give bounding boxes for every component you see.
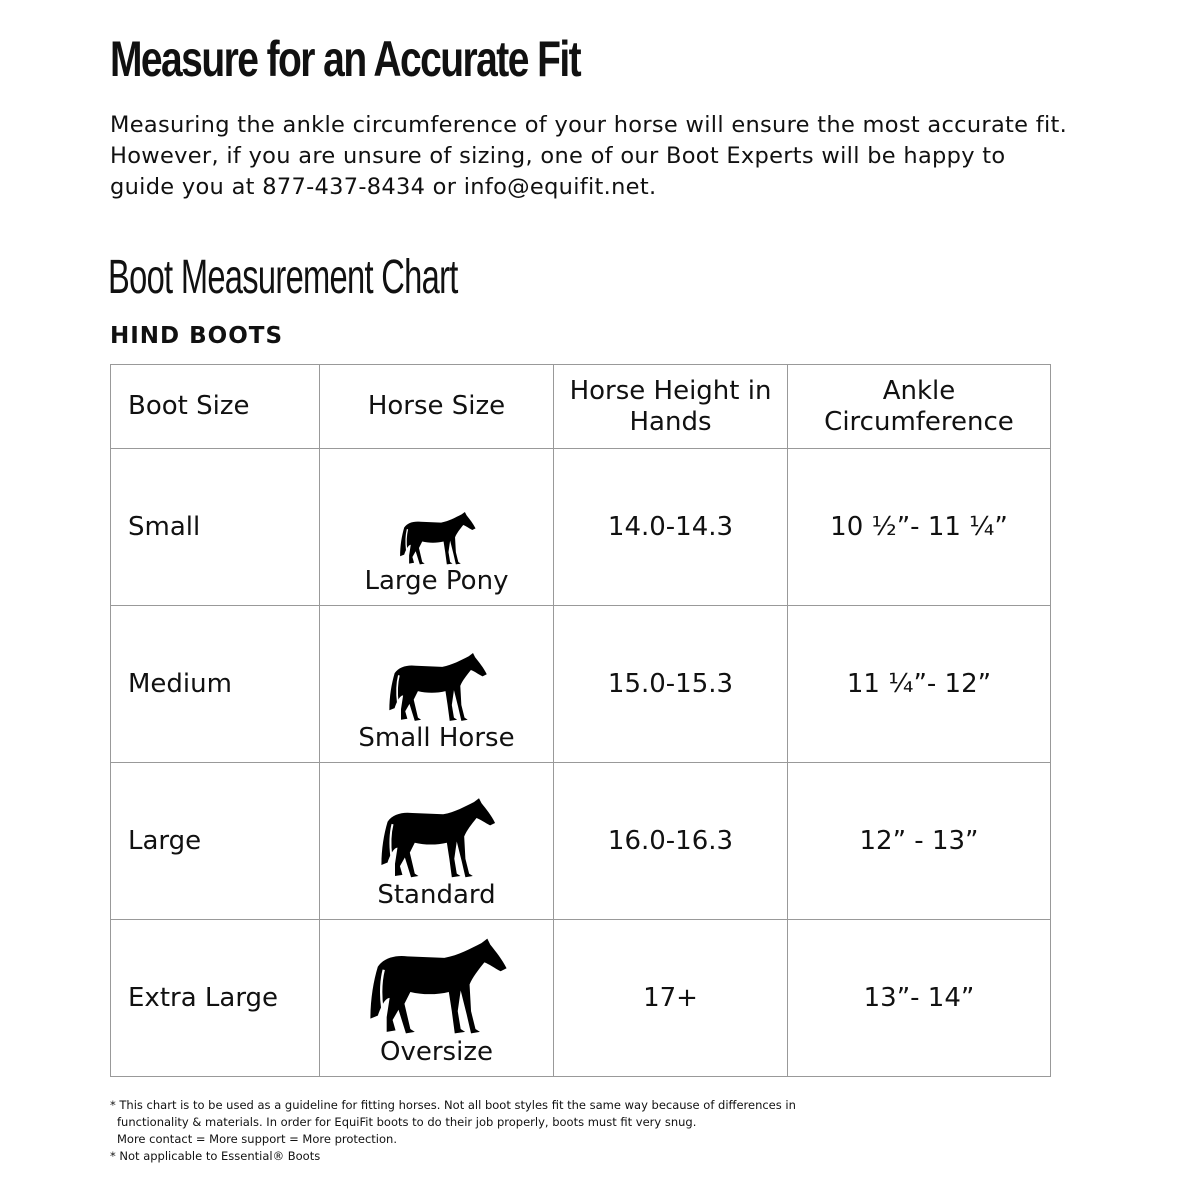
table-row: Small Large Pony 14.0-14.3 10 ½”- 11 ¼” — [110, 448, 1051, 606]
horse-height: 16.0-16.3 — [553, 762, 788, 920]
footnote: * This chart is to be used as a guidelin… — [110, 1098, 796, 1112]
horse-silhouette-icon — [399, 511, 476, 564]
horse-silhouette-icon — [388, 652, 487, 721]
table-header-row: Boot Size Horse Size Horse Height in Han… — [110, 364, 1051, 449]
horse-silhouette-icon — [369, 938, 507, 1033]
footnotes: * This chart is to be used as a guidelin… — [110, 1097, 796, 1165]
horse-height: 17+ — [553, 919, 788, 1077]
horse-silhouette-icon — [380, 797, 495, 877]
ankle-circumference: 11 ¼”- 12” — [787, 605, 1051, 763]
table-row: Medium Small Horse 15.0-15.3 11 ¼”- 12” — [110, 605, 1051, 763]
footnote: * Not applicable to Essential® Boots — [110, 1149, 321, 1163]
ankle-circumference: 13”- 14” — [787, 919, 1051, 1077]
ankle-circumference: 10 ½”- 11 ¼” — [787, 448, 1051, 606]
horse-size: Standard — [377, 879, 496, 910]
boot-size: Large — [110, 762, 320, 920]
boot-size: Small — [110, 448, 320, 606]
boot-size: Medium — [110, 605, 320, 763]
horse-height: 14.0-14.3 — [553, 448, 788, 606]
table-row: Extra Large Oversize 17+ 13”- 14” — [110, 919, 1051, 1077]
footnote: functionality & materials. In order for … — [117, 1115, 697, 1129]
page-title: Measure for an Accurate Fit — [110, 31, 582, 87]
intro-text: Measuring the ankle circumference of you… — [110, 112, 1068, 200]
header-horse-height: Horse Height in Hands — [553, 364, 788, 449]
header-horse-size: Horse Size — [319, 364, 554, 449]
boot-measurement-table: Boot Size Horse Size Horse Height in Han… — [110, 364, 1051, 1077]
horse-size: Small Horse — [358, 722, 515, 753]
header-ankle: Ankle Circumference — [787, 364, 1051, 449]
horse-size: Oversize — [380, 1036, 493, 1067]
chart-subtitle: Boot Measurement Chart — [108, 251, 458, 304]
horse-size: Large Pony — [364, 565, 509, 596]
boot-size: Extra Large — [110, 919, 320, 1077]
table-row: Large Standard 16.0-16.3 12” - 13” — [110, 762, 1051, 920]
ankle-circumference: 12” - 13” — [787, 762, 1051, 920]
header-boot-size: Boot Size — [110, 364, 320, 449]
section-heading: HIND BOOTS — [110, 323, 284, 349]
horse-height: 15.0-15.3 — [553, 605, 788, 763]
footnote: More contact = More support = More prote… — [117, 1132, 397, 1146]
